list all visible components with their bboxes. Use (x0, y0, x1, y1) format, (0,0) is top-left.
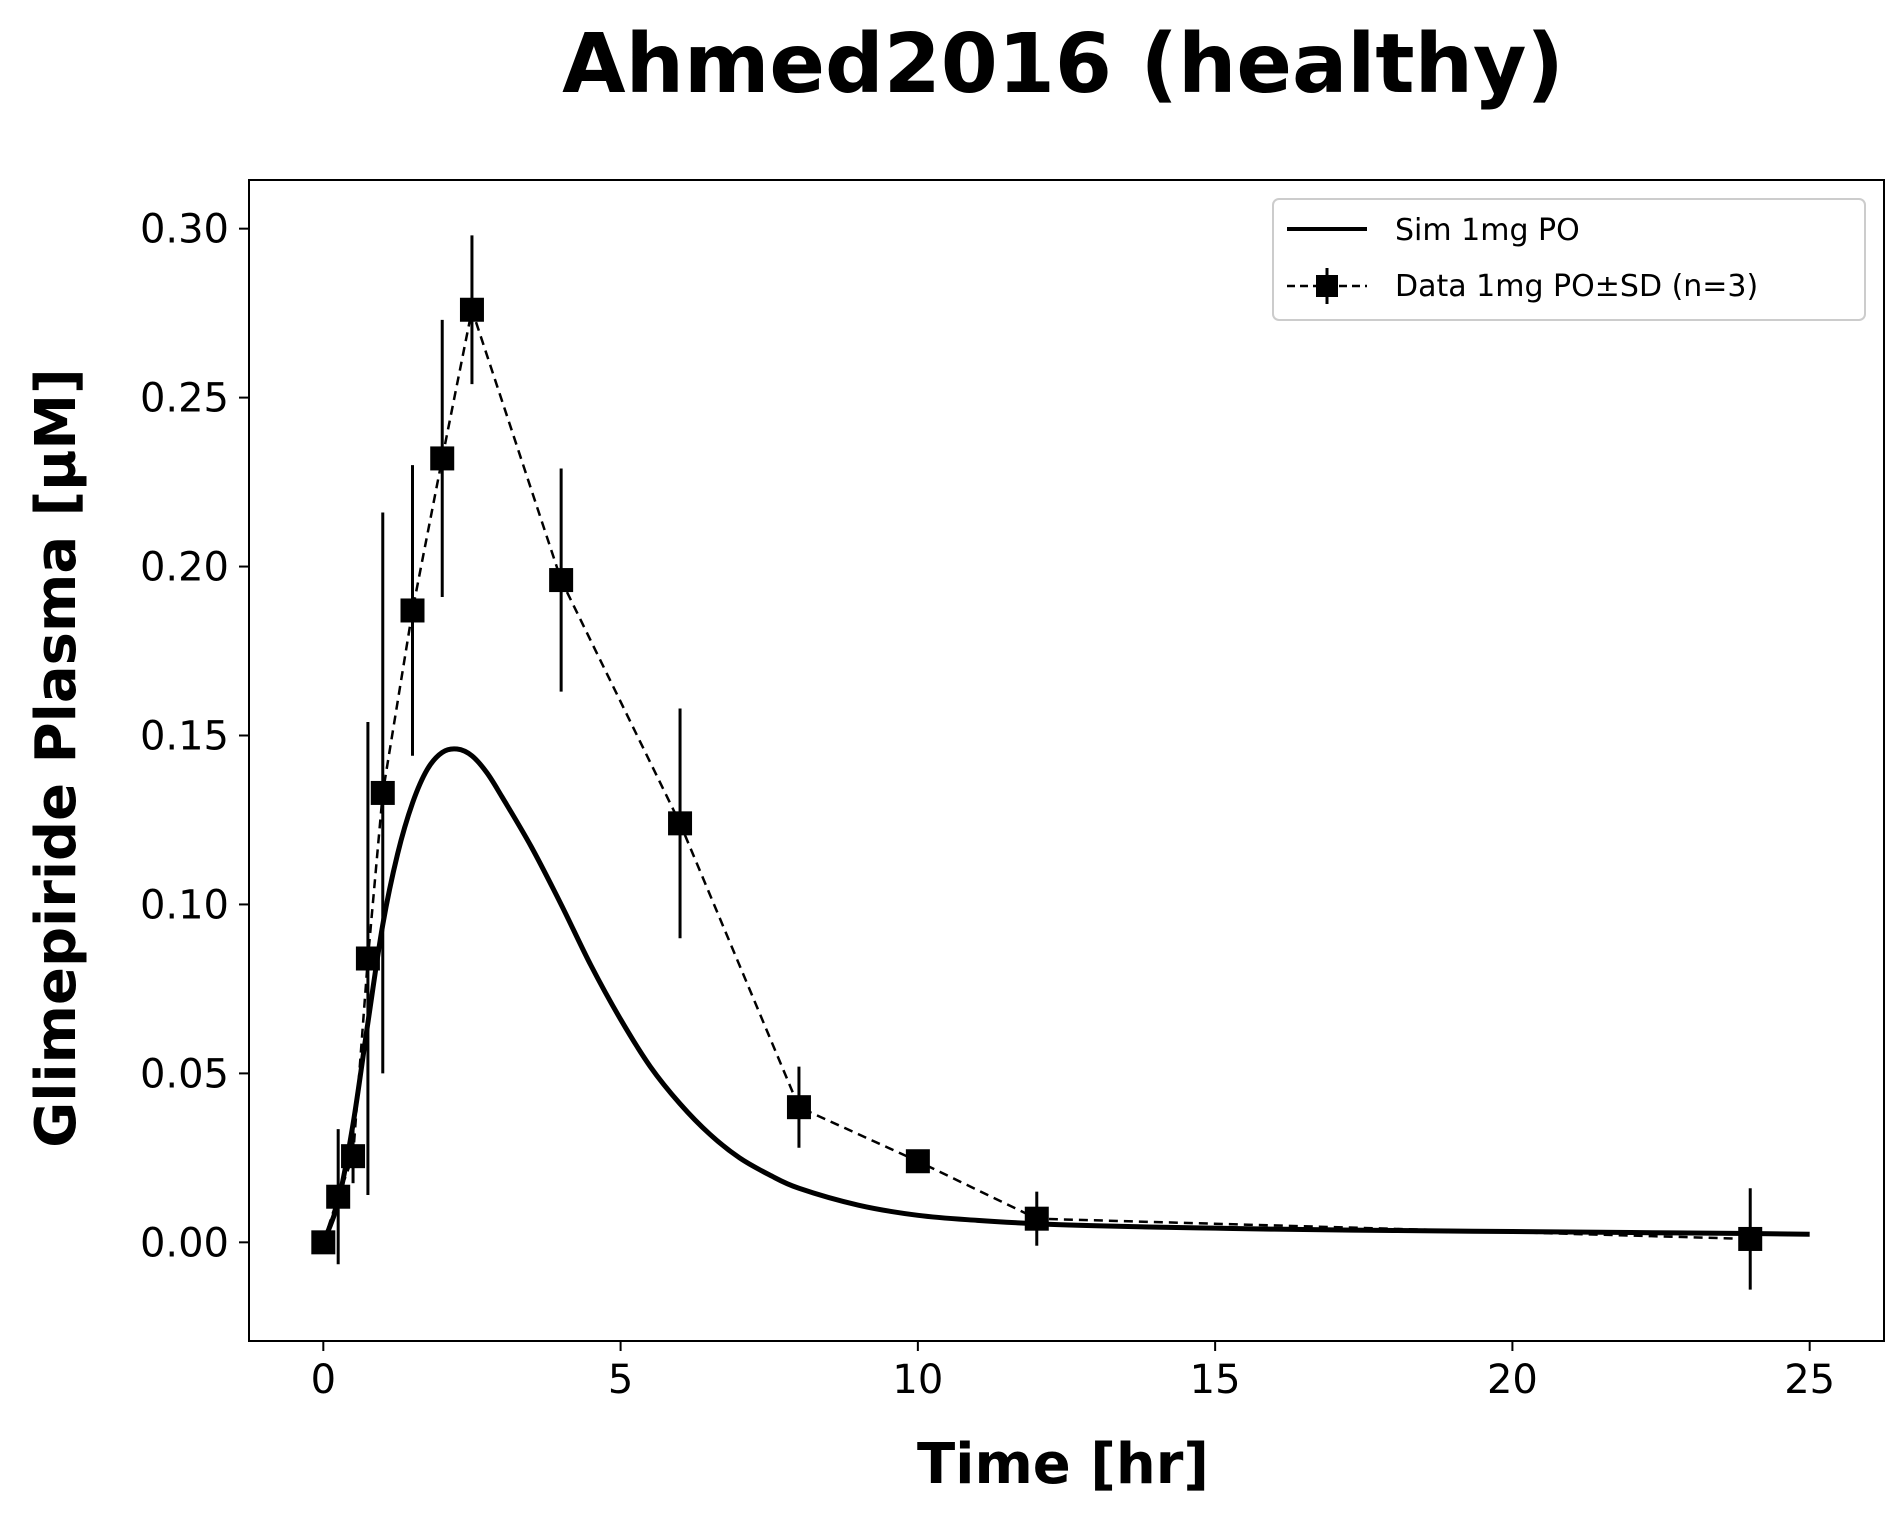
data-point (326, 1184, 351, 1209)
x-axis: 0 5 10 15 20 25 (311, 1341, 1835, 1403)
y-tick-label: 0.00 (140, 1220, 229, 1266)
plot-area (311, 235, 1810, 1290)
y-axis: 0.00 0.05 0.10 0.15 0.20 0.25 0.30 (140, 207, 249, 1266)
y-tick-label: 0.10 (140, 882, 229, 928)
data-point (1024, 1206, 1049, 1231)
legend-swatch-data-marker (1316, 275, 1338, 297)
data-point (1738, 1226, 1763, 1251)
legend: Sim 1mg PO Data 1mg PO±SD (n=3) (1272, 198, 1866, 321)
x-axis-label: Time [hr] (917, 1432, 1209, 1497)
data-point (459, 297, 484, 322)
data-point (341, 1144, 366, 1169)
data-point (400, 598, 425, 623)
data-point (355, 946, 380, 971)
series-data-line (322, 304, 1751, 1243)
legend-label-sim: Sim 1mg PO (1395, 213, 1580, 248)
x-tick-label: 5 (608, 1357, 633, 1403)
chart-title: Ahmed2016 (healthy) (562, 17, 1564, 112)
x-tick-label: 15 (1190, 1357, 1241, 1403)
y-tick-label: 0.30 (140, 207, 229, 253)
x-tick-label: 0 (311, 1357, 336, 1403)
data-point (786, 1095, 811, 1120)
y-tick-label: 0.15 (140, 713, 229, 759)
data-point (668, 811, 693, 836)
data-point (311, 1230, 336, 1255)
y-tick-label: 0.25 (140, 376, 229, 422)
data-point (905, 1149, 930, 1174)
x-tick-label: 20 (1487, 1357, 1538, 1403)
y-tick-label: 0.20 (140, 545, 229, 591)
y-tick-label: 0.05 (140, 1051, 229, 1097)
data-point (370, 780, 395, 805)
data-point (430, 446, 455, 471)
data-point (549, 568, 574, 593)
y-axis-label: Glimepiride Plasma [µM] (24, 368, 89, 1147)
legend-label-data: Data 1mg PO±SD (n=3) (1395, 269, 1758, 304)
plot-frame (248, 179, 1885, 1342)
series-sim-line (320, 746, 1810, 1244)
x-tick-label: 25 (1784, 1357, 1835, 1403)
legend-box (1272, 198, 1866, 321)
x-tick-label: 10 (892, 1357, 943, 1403)
